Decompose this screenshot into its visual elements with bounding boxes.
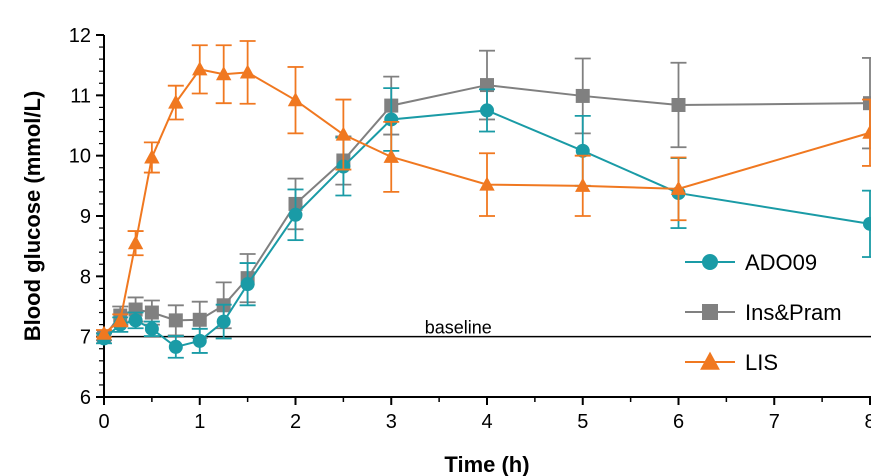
series-lis: [96, 40, 871, 340]
y-tick-label: 6: [80, 387, 91, 409]
data-point: [96, 325, 112, 340]
legend-item: Ins&Pram: [685, 300, 842, 325]
data-point: [128, 313, 143, 328]
x-tick-label: 6: [673, 411, 684, 433]
data-point: [384, 112, 399, 127]
data-point: [670, 180, 687, 195]
x-tick-label: 0: [98, 411, 109, 433]
legend-marker: [702, 254, 718, 270]
data-point: [335, 126, 352, 141]
data-point: [575, 143, 590, 158]
y-tick-label: 12: [69, 25, 91, 47]
data-point: [863, 96, 871, 111]
data-point: [575, 88, 590, 103]
y-tick-label: 8: [80, 266, 91, 288]
data-point: [215, 66, 232, 81]
data-point: [240, 277, 255, 292]
data-point: [288, 207, 303, 222]
series-ado09: [96, 87, 871, 359]
data-point: [383, 148, 399, 163]
baseline-label: baseline: [425, 318, 492, 338]
legend-marker: [700, 351, 720, 370]
legend-label: LIS: [745, 350, 778, 375]
x-tick-label: 7: [769, 411, 780, 433]
y-tick-label: 7: [80, 327, 91, 349]
x-tick-label: 2: [290, 411, 301, 433]
data-point: [575, 177, 591, 192]
series-layer: [96, 40, 871, 359]
data-point: [144, 149, 160, 164]
legend-label: ADO09: [745, 250, 817, 275]
legend-label: Ins&Pram: [745, 300, 842, 325]
data-point: [192, 333, 207, 348]
data-point: [168, 313, 183, 328]
data-point: [480, 103, 494, 118]
data-point: [168, 339, 183, 354]
x-axis-title: Time (h): [444, 452, 529, 476]
x-tick-label: 8: [864, 411, 871, 433]
legend-item: LIS: [685, 350, 778, 375]
data-point: [863, 216, 871, 231]
legend-marker: [702, 304, 718, 320]
data-point: [239, 64, 256, 79]
x-tick-label: 1: [194, 411, 205, 433]
data-point: [192, 61, 208, 76]
y-tick-label: 11: [70, 85, 91, 107]
data-point: [127, 235, 144, 250]
data-point: [216, 314, 231, 329]
y-tick-label: 9: [80, 206, 91, 228]
data-point: [144, 321, 159, 336]
y-axis-title: Blood glucose (mmol/L): [20, 91, 45, 342]
data-point: [144, 305, 159, 320]
x-tick-label: 5: [577, 411, 588, 433]
data-point: [112, 312, 128, 327]
baseline-reference: baseline: [104, 318, 871, 338]
data-point: [862, 124, 871, 139]
data-point: [479, 176, 495, 191]
data-point: [287, 92, 304, 107]
x-tick-label: 4: [481, 411, 492, 433]
x-tick-label: 3: [386, 411, 397, 433]
data-point: [168, 94, 184, 109]
data-point: [671, 97, 686, 112]
data-point: [192, 312, 207, 327]
legend-item: ADO09: [685, 250, 817, 275]
y-tick-label: 10: [69, 146, 91, 168]
legend: ADO09 Ins&Pram LIS: [685, 250, 842, 375]
